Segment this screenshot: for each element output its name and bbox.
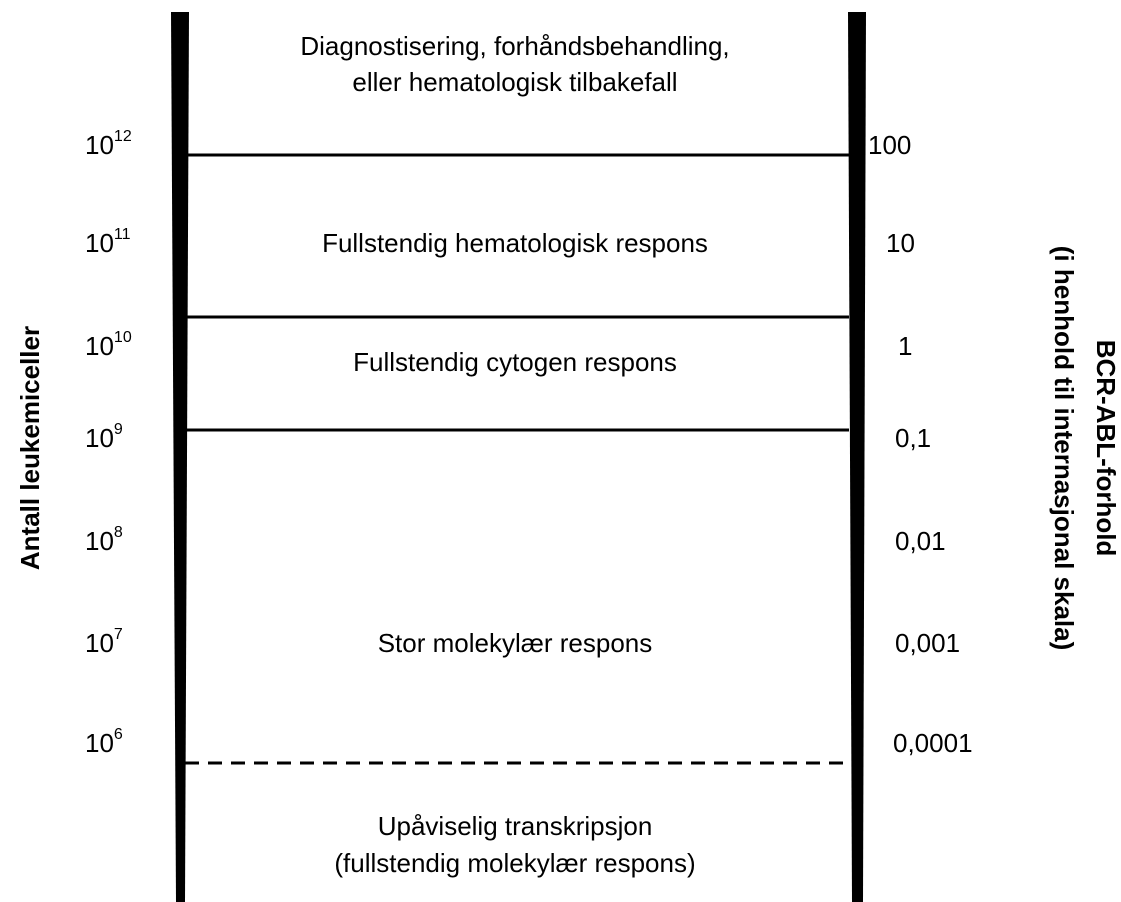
right-tick-label: 0,1 (895, 423, 931, 453)
base: 10 (85, 228, 114, 258)
right-tick-label: 0,01 (895, 526, 946, 556)
right-tick-label: 0,001 (895, 628, 960, 658)
right-tick-label: 1 (898, 331, 912, 361)
right-tick-label: 10 (886, 228, 915, 258)
zone-label: Upåviselig transkripsjon (378, 811, 653, 841)
left-axis-title: Antall leukemiceller (15, 326, 45, 570)
base: 10 (85, 130, 114, 160)
right-bar (848, 12, 866, 902)
right-axis-title: BCR-ABL-forhold (1091, 340, 1121, 557)
base: 10 (85, 628, 114, 658)
right-tick-label: 100 (868, 130, 911, 160)
exponent: 12 (114, 128, 132, 145)
zone-label: eller hematologisk tilbakefall (352, 67, 677, 97)
left-tick-label: 109 (85, 421, 123, 453)
right-axis-subtitle: (i henhold til internasjonal skala) (1049, 246, 1079, 651)
left-tick-label: 1011 (85, 226, 131, 258)
left-bar (171, 12, 189, 902)
base: 10 (85, 331, 114, 361)
base: 10 (85, 526, 114, 556)
zone-label: Stor molekylær respons (378, 628, 653, 658)
base: 10 (85, 728, 114, 758)
exponent: 11 (114, 226, 131, 243)
left-tick-label: 108 (85, 524, 123, 556)
exponent: 6 (114, 726, 123, 743)
zone-label: (fullstendig molekylær respons) (334, 848, 695, 878)
zone-label: Fullstendig hematologisk respons (322, 228, 708, 258)
exponent: 10 (114, 329, 132, 346)
exponent: 7 (114, 626, 123, 643)
left-tick-label: 1010 (85, 329, 132, 361)
right-tick-label: 0,0001 (893, 728, 973, 758)
exponent: 9 (114, 421, 123, 438)
left-tick-label: 106 (85, 726, 123, 758)
base: 10 (85, 423, 114, 453)
left-tick-label: 1012 (85, 128, 132, 160)
zone-label: Fullstendig cytogen respons (353, 347, 677, 377)
exponent: 8 (114, 524, 123, 541)
zone-label: Diagnostisering, forhåndsbehandling, (300, 31, 729, 61)
left-tick-label: 107 (85, 626, 123, 658)
